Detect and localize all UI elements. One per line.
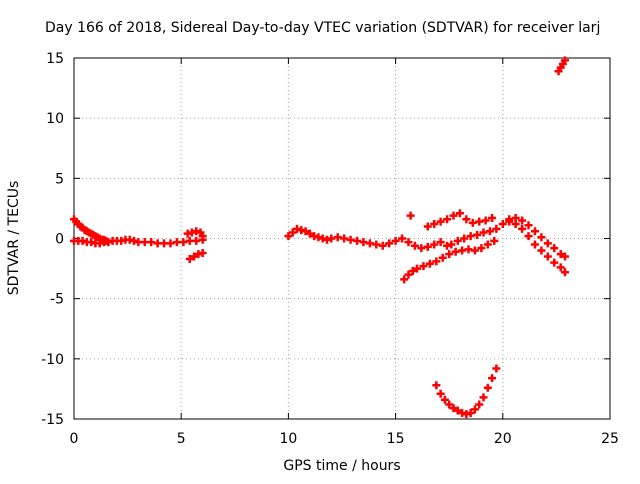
data-point xyxy=(560,56,569,65)
data-points xyxy=(70,56,569,419)
x-tick-label: 15 xyxy=(387,431,405,447)
data-point xyxy=(410,241,419,250)
data-point xyxy=(550,244,559,253)
chart-title: Day 166 of 2018, Sidereal Day-to-day VTE… xyxy=(45,20,600,36)
data-point xyxy=(430,220,439,229)
data-point xyxy=(530,240,539,249)
x-tick-label: 20 xyxy=(494,431,512,447)
data-point xyxy=(483,383,492,392)
data-point xyxy=(560,252,569,261)
data-point xyxy=(198,248,207,257)
data-point xyxy=(406,211,415,220)
x-tick-label: 5 xyxy=(177,431,186,447)
y-tick-label: 5 xyxy=(55,171,64,187)
data-point xyxy=(436,389,445,398)
data-point xyxy=(473,230,482,239)
data-point xyxy=(524,221,533,230)
data-point xyxy=(404,270,413,279)
data-point xyxy=(488,214,497,223)
data-point xyxy=(455,209,464,218)
data-point xyxy=(453,236,462,245)
data-point xyxy=(477,244,486,253)
data-point xyxy=(490,236,499,245)
data-point xyxy=(445,250,454,259)
data-point xyxy=(537,233,546,242)
data-point xyxy=(385,239,394,248)
y-tick-label: -5 xyxy=(50,292,64,308)
data-point xyxy=(301,227,310,236)
data-point xyxy=(391,236,400,245)
data-point xyxy=(530,227,539,236)
data-point xyxy=(443,215,452,224)
y-tick-label: 15 xyxy=(46,51,64,67)
data-point xyxy=(438,253,447,262)
y-tick-label: 0 xyxy=(55,232,64,248)
data-point xyxy=(498,220,507,229)
data-point xyxy=(475,400,484,409)
data-point xyxy=(413,264,422,273)
axis-ticks: 0 5 10 15 20 25 -15 -10 -5 0 5 10 15 xyxy=(41,51,619,447)
data-point xyxy=(518,216,527,225)
data-point xyxy=(419,262,428,271)
data-point xyxy=(305,229,314,238)
data-point xyxy=(404,238,413,247)
data-point xyxy=(425,259,434,268)
data-point xyxy=(447,240,456,249)
x-axis-label: GPS time / hours xyxy=(283,458,400,474)
data-point xyxy=(185,254,194,263)
data-point xyxy=(449,211,458,220)
data-point xyxy=(190,252,199,261)
data-point xyxy=(462,215,471,224)
data-point xyxy=(466,408,475,417)
y-tick-label: -15 xyxy=(41,412,64,428)
data-point xyxy=(488,374,497,383)
data-point xyxy=(436,217,445,226)
y-tick-label: 10 xyxy=(46,111,64,127)
data-point xyxy=(436,238,445,247)
data-point xyxy=(492,224,501,233)
data-point xyxy=(432,381,441,390)
data-point xyxy=(543,239,552,248)
data-point xyxy=(518,224,527,233)
data-point xyxy=(543,252,552,261)
y-tick-label: -10 xyxy=(41,352,64,368)
data-point xyxy=(511,220,520,229)
data-point xyxy=(408,266,417,275)
y-axis-label: SDTVAR / TECUs xyxy=(6,181,22,296)
data-point xyxy=(560,268,569,277)
data-point xyxy=(453,406,462,415)
data-point xyxy=(537,246,546,255)
data-point xyxy=(400,275,409,284)
data-point xyxy=(430,240,439,249)
data-point xyxy=(470,405,479,414)
data-point xyxy=(460,234,469,243)
x-tick-label: 25 xyxy=(601,431,619,447)
x-tick-label: 10 xyxy=(279,431,297,447)
data-point xyxy=(449,404,458,413)
data-point xyxy=(198,232,207,241)
data-point xyxy=(524,232,533,241)
data-point xyxy=(556,263,565,272)
data-point xyxy=(432,257,441,266)
data-point xyxy=(505,217,514,226)
data-point xyxy=(550,258,559,267)
data-point xyxy=(479,393,488,402)
data-point xyxy=(470,246,479,255)
x-tick-label: 0 xyxy=(70,431,79,447)
data-point xyxy=(481,216,490,225)
data-point xyxy=(284,232,293,241)
data-point xyxy=(445,400,454,409)
data-point xyxy=(483,240,492,249)
data-point xyxy=(485,227,494,236)
data-point xyxy=(423,242,432,251)
data-point xyxy=(423,222,432,231)
data-point xyxy=(556,250,565,259)
data-point xyxy=(398,234,407,243)
data-point xyxy=(492,364,501,373)
data-point xyxy=(288,228,297,237)
data-point xyxy=(378,241,387,250)
data-point xyxy=(440,395,449,404)
